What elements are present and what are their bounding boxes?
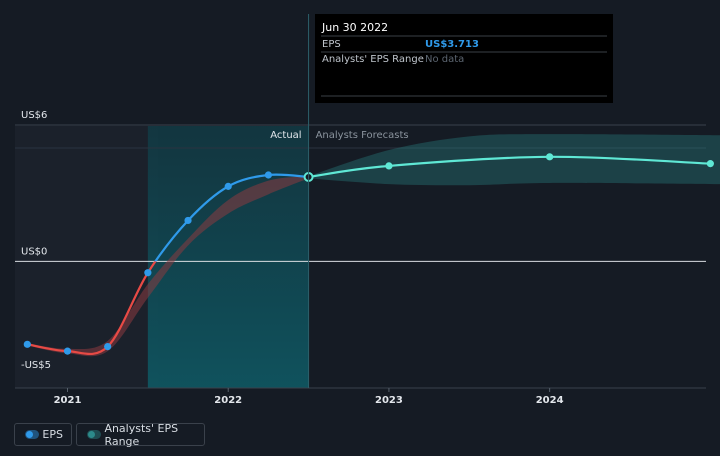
tooltip-range-value: No data [425,54,464,65]
eps-forecast-point [546,153,554,161]
tooltip-box [315,14,613,103]
legend-range-label: Analysts' EPS Range [104,421,179,448]
eps-forecast-point [706,160,714,168]
x-tick-label: 2023 [375,395,403,406]
tooltip: Jun 30 2022 EPS US$3.713 Analysts' EPS R… [315,14,613,103]
tooltip-date: Jun 30 2022 [321,21,388,34]
eps-point [23,340,31,348]
eps-point [224,182,232,190]
x-tick-label: 2021 [54,395,82,406]
eps-range-band-past [27,176,309,357]
eps-points [23,153,714,355]
eps-range-band-forecast [308,134,720,186]
actual-label: Actual [270,130,301,141]
eps-forecast-line [308,155,711,179]
eps-point [264,171,272,179]
eps-point [144,269,152,277]
eps-lines [27,155,711,356]
tooltip-range-label: Analysts' EPS Range [322,54,424,65]
forecast-label: Analysts Forecasts [316,130,409,141]
eps-line-positive [154,173,309,262]
y-tick-label: US$0 [21,246,47,257]
y-tick-label: -US$5 [21,360,51,371]
x-axis-ticks: 2021 2022 2023 2024 [54,388,564,406]
y-axis-ticks: US$6 US$0 -US$5 [21,110,51,371]
legend-eps[interactable]: EPS [14,423,72,446]
legend-range-swatch [87,430,101,439]
x-tick-label: 2022 [214,395,242,406]
x-tick-label: 2024 [536,395,564,406]
tooltip-eps-value: US$3.713 [425,39,479,50]
legend-eps-label: EPS [42,428,63,441]
tooltip-eps-label: EPS [322,39,341,50]
legend-eps-swatch [25,430,39,439]
eps-forecast-point [385,162,393,170]
y-tick-label: US$6 [21,110,47,121]
past-shaded-region [15,126,158,388]
legend-eps-range[interactable]: Analysts' EPS Range [76,421,205,448]
eps-point [184,216,192,225]
eps-range-bands [27,134,720,357]
eps-line-negative [27,261,157,356]
eps-point [63,347,72,355]
gridlines [15,124,706,389]
eps-point [104,342,112,351]
